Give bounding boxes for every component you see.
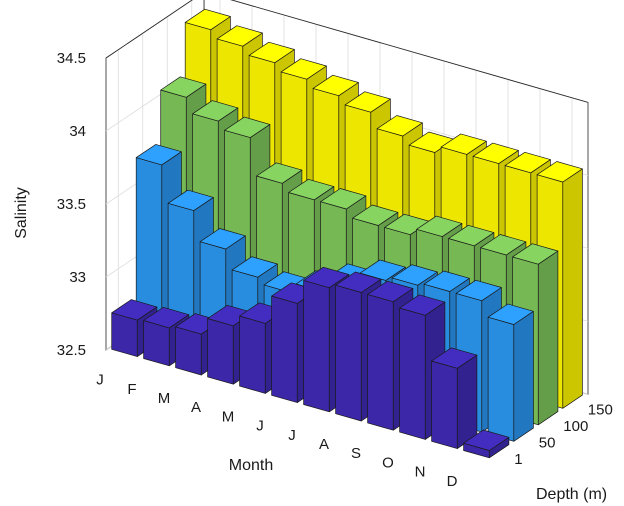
- bar-top: [431, 347, 478, 369]
- z-tick-label: 33.5: [57, 196, 86, 213]
- bar-top: [367, 280, 414, 303]
- bar-d50-m2: [167, 189, 214, 350]
- month-tick-label: A: [191, 399, 201, 416]
- bar-top: [463, 429, 510, 451]
- bar-d50-m12: [487, 303, 534, 442]
- bar-top: [303, 266, 350, 289]
- bar-front: [111, 312, 138, 357]
- bar-top: [335, 271, 382, 293]
- bar-top: [111, 299, 158, 321]
- bar-front: [399, 307, 426, 440]
- bar-top: [487, 303, 534, 325]
- month-tick-label: J: [256, 418, 264, 435]
- bar-top: [320, 188, 367, 210]
- bar-side: [537, 250, 559, 426]
- bar-top: [440, 133, 487, 155]
- bar-top: [399, 294, 446, 316]
- bar-top: [192, 100, 239, 122]
- bar-front: [487, 316, 515, 442]
- month-tick-label: M: [158, 390, 171, 407]
- month-tick-label: N: [415, 464, 426, 481]
- bar-top: [512, 243, 559, 265]
- depth-tick-label: 50: [539, 435, 556, 452]
- bar-front: [175, 326, 202, 376]
- z-axis-title: Salinity: [13, 187, 30, 239]
- bar-front: [431, 360, 458, 449]
- bar-top: [376, 115, 423, 137]
- bar-front: [239, 315, 266, 394]
- bar-top: [199, 228, 246, 250]
- bar-top: [448, 224, 495, 247]
- bar-top: [160, 76, 207, 98]
- bar-top: [344, 91, 391, 113]
- bar-top: [352, 204, 399, 226]
- bar-side: [513, 310, 534, 442]
- bar-top: [143, 306, 190, 329]
- bar-top: [480, 234, 527, 256]
- bar-top: [423, 270, 470, 292]
- bar-top: [472, 142, 519, 164]
- month-tick-label: J: [96, 372, 104, 389]
- bar-group: [111, 8, 583, 459]
- box-top-edge: [105, 0, 589, 103]
- bar-side: [456, 354, 478, 449]
- month-tick-label: D: [447, 473, 458, 490]
- z-tick-label: 33: [69, 269, 86, 286]
- bar-top: [504, 151, 551, 174]
- z-tick-label: 34.5: [57, 50, 86, 67]
- bar-d1-m11: [431, 347, 478, 449]
- bar-top: [312, 74, 359, 97]
- bar-top: [391, 264, 438, 286]
- depth-tick-label: 1: [514, 451, 522, 468]
- bar-side: [562, 168, 583, 409]
- bar-top: [231, 256, 278, 278]
- bar-top: [455, 279, 502, 302]
- bar-top: [536, 161, 583, 183]
- bar-top: [184, 8, 231, 31]
- month-tick-label: F: [127, 381, 136, 398]
- bar-top: [256, 162, 303, 184]
- bar-front: [207, 318, 234, 385]
- bar-front: [271, 295, 298, 403]
- bar-top: [224, 116, 271, 138]
- depth-tick-label: 150: [588, 402, 613, 419]
- month-tick-label: S: [351, 445, 361, 462]
- bar-d1-m12: [463, 429, 510, 459]
- month-tick-label: M: [222, 408, 235, 425]
- month-tick-label: A: [319, 436, 329, 453]
- depth-axis-title: Depth (m): [536, 486, 607, 503]
- bar-top: [288, 178, 335, 201]
- bar-top: [280, 58, 327, 80]
- bar-front: [143, 320, 170, 367]
- z-tick-label: 34: [69, 123, 86, 140]
- depth-tick-label: 100: [563, 418, 588, 435]
- month-tick-label: J: [288, 427, 296, 444]
- bar-front: [335, 284, 362, 422]
- bar-top: [216, 25, 263, 47]
- x-axis-title: Month: [229, 457, 273, 474]
- bar-top: [167, 189, 214, 211]
- bar-top: [248, 41, 295, 64]
- bar-top: [135, 144, 182, 166]
- month-tick-label: O: [382, 454, 394, 471]
- bar-top: [416, 215, 463, 237]
- bar-front: [303, 280, 330, 413]
- z-tick-label: 32.5: [57, 342, 86, 359]
- bar-front: [367, 294, 394, 431]
